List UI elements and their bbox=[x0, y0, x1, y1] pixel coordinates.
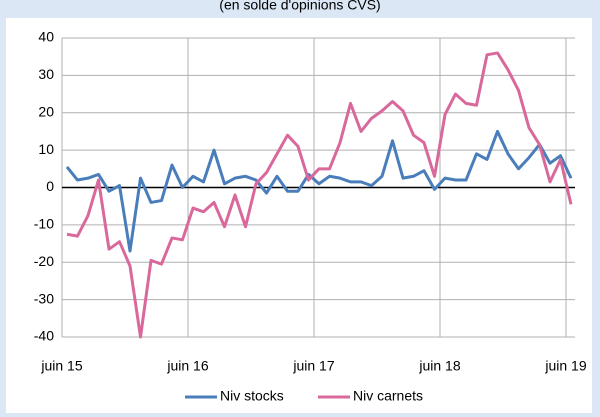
x-tick-label: juin 19 bbox=[544, 358, 586, 374]
chart-background bbox=[6, 18, 592, 413]
y-tick-label: 0 bbox=[46, 178, 54, 194]
y-tick-label: 10 bbox=[38, 141, 54, 157]
x-tick-label: juin 17 bbox=[292, 358, 334, 374]
y-tick-label: 40 bbox=[38, 29, 54, 45]
y-tick-label: 20 bbox=[38, 103, 54, 119]
chart-subtitle: (en solde d'opinions CVS) bbox=[219, 0, 380, 13]
x-tick-label: juin 18 bbox=[418, 358, 460, 374]
y-tick-label: -40 bbox=[34, 328, 54, 344]
y-tick-label: -10 bbox=[34, 216, 54, 232]
legend-label: Niv stocks bbox=[220, 388, 284, 404]
y-tick-label: -30 bbox=[34, 290, 54, 306]
legend-label: Niv carnets bbox=[353, 388, 423, 404]
series-line bbox=[65, 129, 573, 253]
y-tick-label: -20 bbox=[34, 253, 54, 269]
x-tick-label: juin 15 bbox=[40, 358, 82, 374]
x-tick-label: juin 16 bbox=[166, 358, 208, 374]
y-tick-label: 30 bbox=[38, 66, 54, 82]
series-line bbox=[66, 51, 573, 339]
